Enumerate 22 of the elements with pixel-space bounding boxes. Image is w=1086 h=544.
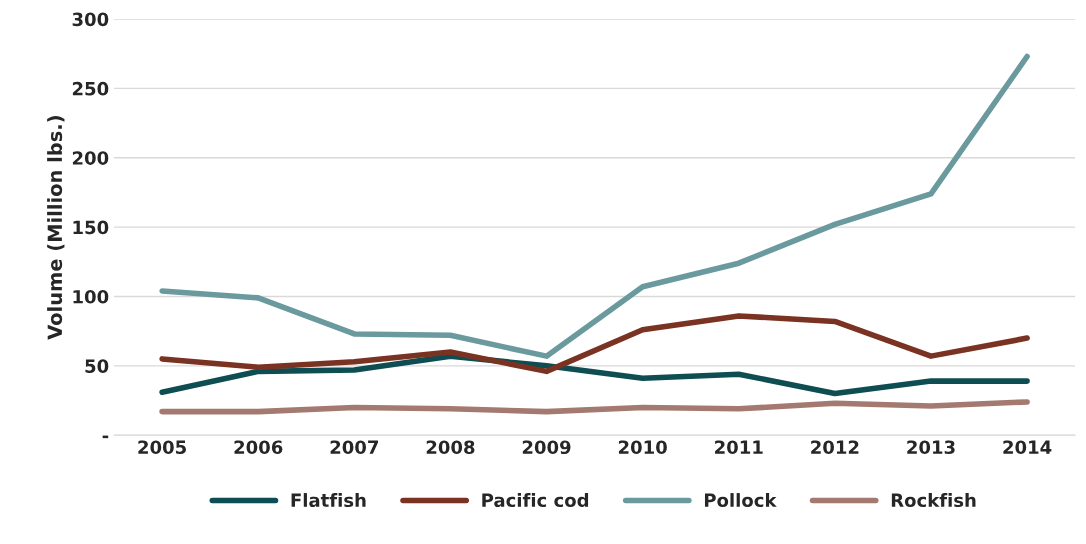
x-tick-label: 2006 bbox=[234, 440, 283, 455]
legend-label: Rockfish bbox=[891, 493, 976, 508]
x-tick-label: 2013 bbox=[907, 440, 955, 455]
y-tick-label: 250 bbox=[72, 81, 109, 96]
y-tick-label: 100 bbox=[73, 289, 109, 304]
x-tick-label: 2014 bbox=[1003, 440, 1052, 455]
x-tick-label: 2010 bbox=[618, 440, 667, 455]
x-tick-label: 2007 bbox=[330, 440, 378, 455]
y-tick-label: 200 bbox=[72, 151, 109, 165]
legend-label: Pacific cod bbox=[482, 493, 589, 508]
y-axis-title: Volume (Million lbs.) bbox=[47, 116, 65, 340]
y-tick-label: 150 bbox=[73, 220, 109, 235]
x-tick-label: 2011 bbox=[715, 440, 763, 455]
x-tick-label: 2005 bbox=[138, 440, 186, 455]
y-tick-label: 50 bbox=[85, 359, 109, 373]
y-tick-label: - bbox=[102, 435, 109, 439]
y-tick-label: 300 bbox=[72, 12, 109, 27]
legend-label: Pollock bbox=[704, 493, 777, 508]
legend-label: Flatfish bbox=[291, 493, 366, 508]
x-tick-label: 2009 bbox=[522, 440, 571, 455]
x-tick-label: 2008 bbox=[426, 440, 475, 455]
x-tick-label: 2012 bbox=[811, 440, 859, 455]
